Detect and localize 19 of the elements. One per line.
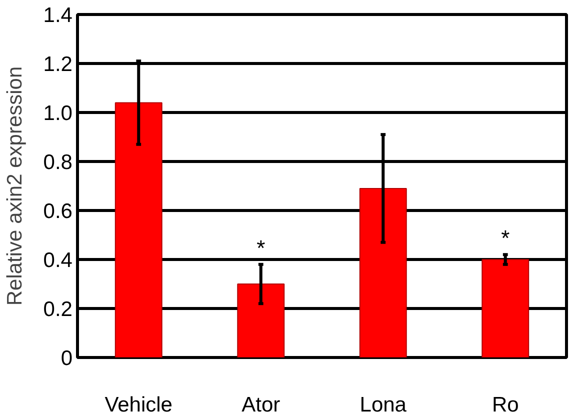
annotation: * <box>501 226 510 251</box>
bar <box>114 102 162 358</box>
y-tick-label: 1.0 <box>43 102 73 125</box>
x-tick-label: Ator <box>242 394 280 416</box>
y-tick-label: 1.2 <box>43 53 73 76</box>
bar <box>482 259 530 358</box>
y-tick-label: 0.2 <box>43 298 73 321</box>
annotation: * <box>256 235 266 260</box>
y-tick-label: 1.4 <box>43 4 73 27</box>
x-tick-label: Vehicle <box>104 394 172 416</box>
x-tick-label: Lona <box>360 394 407 416</box>
y-tick-label: 0.4 <box>43 249 73 272</box>
bar <box>359 188 407 358</box>
y-tick-label: 0.6 <box>43 200 73 223</box>
x-tick-label: Ro <box>492 394 519 416</box>
y-axis-title: Relative axin2 expression <box>3 66 26 306</box>
y-tick-label: 0.8 <box>43 151 73 174</box>
y-tick-label: 0 <box>60 347 73 370</box>
bar <box>237 284 285 358</box>
